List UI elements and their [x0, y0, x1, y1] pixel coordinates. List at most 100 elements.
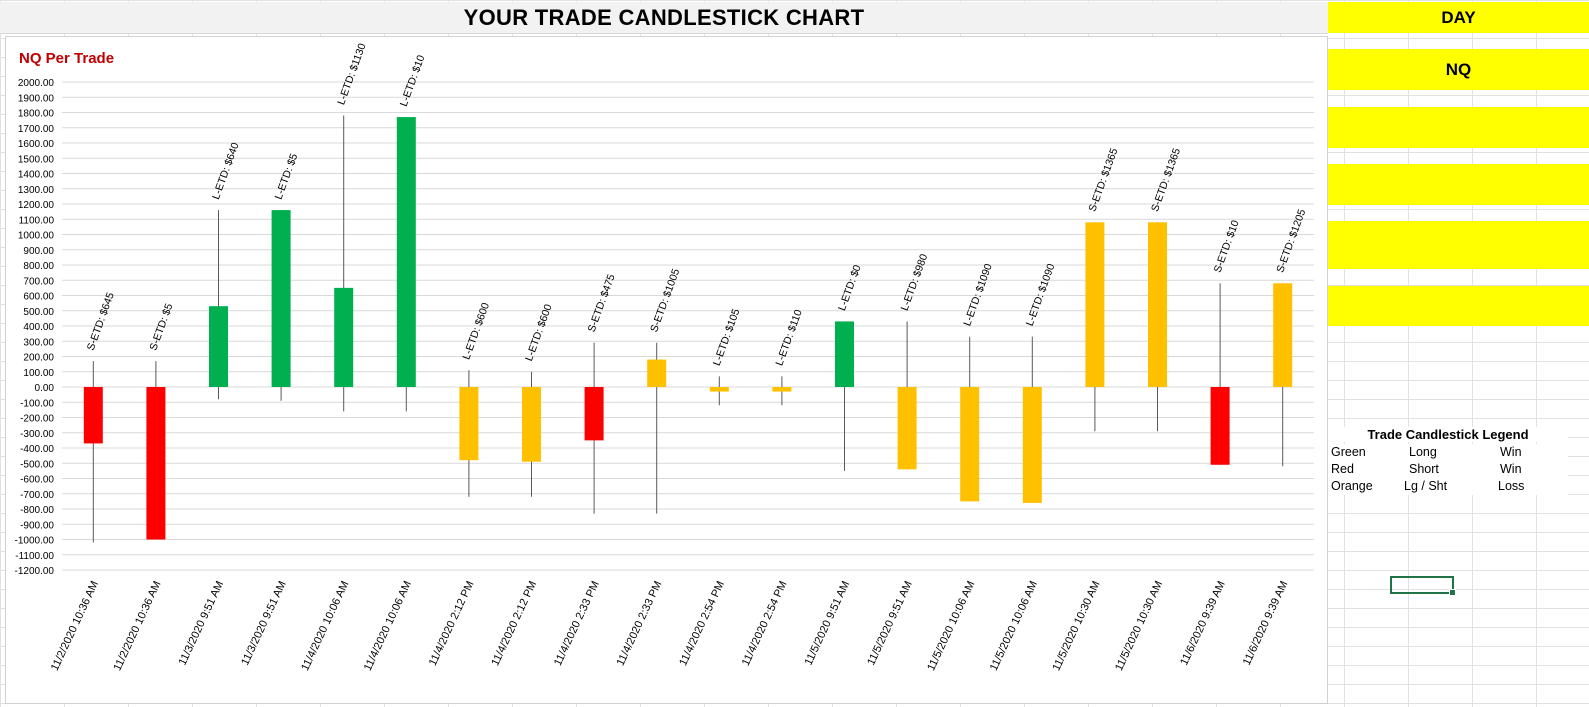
legend-outcome: Loss	[1498, 479, 1525, 493]
chart-title: NQ Per Trade	[19, 50, 114, 67]
y-tick-label: 600.00	[23, 292, 54, 303]
y-tick-label: -800.00	[20, 505, 54, 516]
y-tick-label: -100.00	[20, 398, 54, 409]
candle-body	[709, 387, 729, 392]
x-tick-label: 11/4/2020 2:33 PM	[552, 579, 602, 668]
y-tick-label: 1500.00	[18, 154, 55, 165]
symbol-cell[interactable]: NQ	[1328, 49, 1589, 90]
y-tick-label: 900.00	[23, 246, 54, 257]
y-tick-label: -600.00	[20, 475, 54, 486]
x-tick-label: 11/5/2020 10:06 AM	[925, 579, 977, 673]
x-tick-label: 11/5/2020 9:51 AM	[865, 579, 915, 667]
y-tick-label: 100.00	[23, 368, 54, 379]
candle-body	[897, 387, 917, 470]
candle-data-label: L-ETD: $105	[711, 307, 743, 367]
y-tick-label: -400.00	[20, 444, 54, 455]
y-tick-label: 1900.00	[18, 93, 55, 104]
candle-body	[1148, 222, 1167, 387]
y-tick-label: -900.00	[20, 520, 54, 531]
legend-direction: Long	[1409, 445, 1437, 459]
candle-body	[334, 287, 354, 387]
legend-color: Orange	[1331, 479, 1373, 493]
legend-row: Red Short Win	[1328, 461, 1568, 478]
candle-data-label: L-ETD: $110	[773, 308, 804, 367]
candle-data-label: S-ETD: $645	[85, 291, 117, 352]
x-tick-label: 11/5/2020 10:30 AM	[1113, 579, 1165, 673]
day-cell[interactable]: DAY	[1328, 2, 1589, 33]
y-tick-label: 0.00	[35, 383, 55, 394]
x-tick-label: 11/4/2020 10:06 AM	[299, 579, 351, 673]
yellow-cell[interactable]	[1328, 286, 1589, 326]
day-label: DAY	[1441, 7, 1476, 27]
y-tick-label: -700.00	[20, 490, 54, 501]
legend-color: Green	[1331, 445, 1366, 459]
legend-outcome: Win	[1500, 462, 1522, 476]
x-tick-label: 11/2/2020 10:36 AM	[49, 579, 101, 673]
symbol-label: NQ	[1445, 59, 1472, 79]
x-tick-label: 11/4/2020 2:12 PM	[489, 579, 539, 668]
x-tick-label: 11/4/2020 2:54 PM	[677, 579, 727, 668]
legend-row: Orange Lg / Sht Loss	[1328, 478, 1568, 495]
y-tick-label: 400.00	[23, 322, 54, 333]
x-tick-label: 11/5/2020 9:51 AM	[803, 579, 853, 667]
candle-data-label: L-ETD: $640	[210, 141, 242, 201]
y-tick-label: -1100.00	[15, 551, 54, 562]
candles: S-ETD: $645 S-ETD: $5 L-ETD: $640 L-ETD: $5…	[83, 42, 1308, 543]
x-tick-label: 11/3/2020 9:51 AM	[239, 579, 289, 667]
yellow-cell[interactable]	[1328, 107, 1589, 148]
candle-data-label: L-ETD: $10	[398, 53, 428, 108]
right-panel: DAY NQ Trade Candlestick Legend Green Lo…	[1328, 0, 1589, 707]
candle-data-label: S-ETD: $1005	[648, 267, 682, 334]
selected-cell[interactable]	[1390, 576, 1456, 596]
y-tick-label: 2000.00	[18, 78, 55, 89]
y-axis-ticks: -1200.00 -1100.00 -1000.00 -900.00 -800.00 -7…	[15, 78, 55, 577]
candle-body	[271, 210, 291, 387]
x-tick-label: 11/2/2020 10:36 AM	[111, 579, 163, 673]
y-tick-label: -1000.00	[15, 536, 55, 547]
y-tick-label: -1200.00	[15, 566, 55, 577]
x-tick-label: 11/5/2020 10:06 AM	[988, 579, 1040, 673]
candle-data-label: L-ETD: $600	[523, 303, 555, 363]
candle-data-label: S-ETD: $1205	[1274, 208, 1308, 275]
candle-body	[522, 387, 541, 462]
candle-data-label: S-ETD: $1365	[1086, 147, 1120, 214]
y-tick-label: 1200.00	[18, 200, 55, 211]
y-tick-label: 500.00	[23, 307, 54, 318]
candle-body	[83, 387, 103, 444]
yellow-cell[interactable]	[1328, 221, 1589, 269]
chart-area[interactable]: -1200.00 -1100.00 -1000.00 -900.00 -800.00 -7…	[5, 36, 1328, 704]
yellow-cell[interactable]	[1328, 164, 1589, 205]
candle-body	[584, 387, 604, 441]
candle-body	[1273, 283, 1293, 387]
candle-data-label: L-ETD: $0	[836, 263, 864, 312]
candle-data-label: L-ETD: $980	[899, 252, 931, 312]
candle-body	[772, 387, 792, 392]
candle-body	[146, 387, 166, 540]
gridlines	[62, 81, 1314, 571]
legend-color: Red	[1331, 462, 1354, 476]
candle-body	[1022, 387, 1042, 503]
legend-direction: Short	[1409, 462, 1439, 476]
x-tick-label: 11/4/2020 2:12 PM	[427, 579, 477, 668]
candle-data-label: L-ETD: $5	[273, 152, 301, 201]
sheet-title-banner: YOUR TRADE CANDLESTICK CHART	[0, 2, 1328, 34]
x-tick-label: 11/4/2020 2:54 PM	[740, 579, 790, 668]
y-tick-label: 1000.00	[18, 231, 55, 242]
candle-data-label: S-ETD: $5	[147, 302, 175, 352]
candle-data-label: S-ETD: $1365	[1149, 147, 1183, 214]
y-tick-label: 1700.00	[18, 124, 55, 135]
x-tick-label: 11/5/2020 10:30 AM	[1050, 579, 1102, 673]
y-tick-label: 1600.00	[18, 139, 55, 150]
y-tick-label: 800.00	[23, 261, 54, 272]
y-tick-label: 1400.00	[18, 170, 55, 181]
legend-outcome: Win	[1500, 445, 1522, 459]
legend-direction: Lg / Sht	[1404, 479, 1448, 493]
y-tick-label: 300.00	[23, 337, 54, 348]
y-tick-label: 1100.00	[19, 215, 55, 226]
candle-body	[647, 359, 667, 387]
x-tick-label: 11/6/2020 9:39 AM	[1178, 579, 1228, 667]
x-axis-ticks: 11/2/2020 10:36 AM 11/2/2020 10:36 AM 11/3…	[49, 579, 1291, 673]
candlestick-chart: -1200.00 -1100.00 -1000.00 -900.00 -800.00 -7…	[15, 42, 1314, 673]
candle-body	[835, 321, 854, 387]
x-tick-label: 11/4/2020 10:06 AM	[362, 579, 414, 673]
